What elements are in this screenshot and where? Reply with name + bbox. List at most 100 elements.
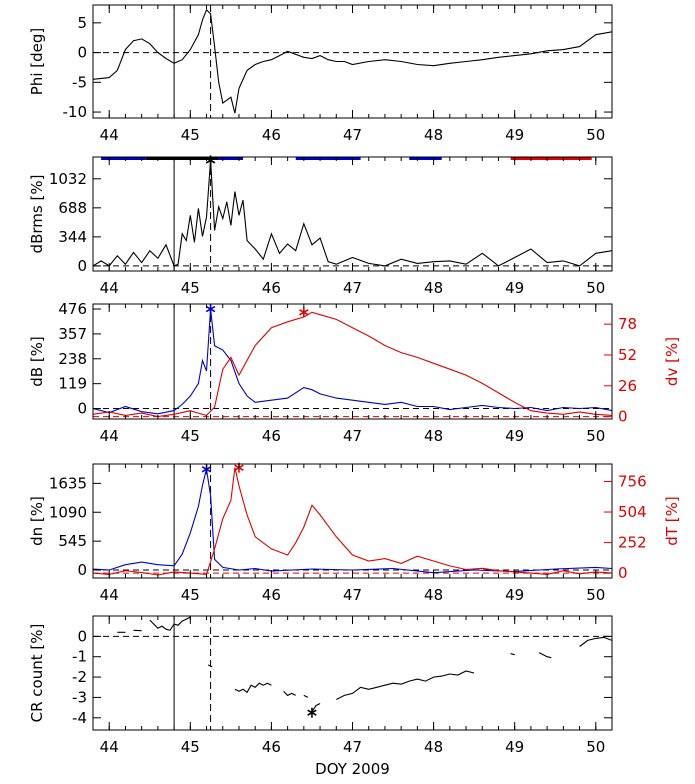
y-tick-label: 119: [58, 375, 87, 393]
y-tick-label: -2: [72, 668, 87, 686]
panel-5: 44 45 46 47 48 49 50 -4 -3 -2 -1 0 CR count [%] DOY 2…: [28, 615, 613, 778]
x-tick-label: 48: [424, 279, 443, 297]
interval-band: [510, 157, 592, 160]
star-stroke: [205, 305, 216, 313]
x-tick-label: 49: [505, 427, 524, 445]
y2-tick-label: 26: [618, 377, 637, 395]
x-tick-label: 45: [181, 279, 200, 297]
y2-tick-label: 0: [618, 564, 628, 582]
plot-frame: [92, 303, 613, 420]
y-tick-label: 0: [77, 561, 87, 579]
y-tick-label: -10: [63, 103, 88, 121]
plot-area: [93, 5, 612, 118]
y-axis-label: CR count [%]: [28, 624, 46, 723]
x-tick-label: 46: [262, 738, 281, 756]
y-tick-label: 5: [77, 14, 87, 32]
plot-frame: [92, 615, 613, 731]
y-tick-label: -5: [72, 73, 87, 91]
y-tick-label: 0: [77, 400, 87, 418]
x-tick-label: 48: [424, 126, 443, 144]
x-tick-label: 49: [505, 279, 524, 297]
x-tick-label: 47: [343, 586, 362, 604]
y-axis-label: dB [%]: [28, 336, 46, 387]
x-tick-label: 50: [586, 427, 605, 445]
x-tick-label: 44: [100, 586, 119, 604]
interval-band: [409, 157, 442, 160]
x-tick-label: 46: [262, 126, 281, 144]
y-tick-label: 0: [77, 44, 87, 62]
series-segment-5: [234, 682, 272, 694]
x-tick-label: 48: [424, 427, 443, 445]
interval-band: [145, 157, 219, 160]
x-axis-label: DOY 2009: [315, 760, 390, 778]
x-tick-label: 48: [424, 738, 443, 756]
x-tick-label: 48: [424, 586, 443, 604]
x-tick-label: 49: [505, 586, 524, 604]
series-segment-3: [149, 616, 191, 631]
x-tick-label: 46: [262, 427, 281, 445]
x-tick-label: 44: [100, 738, 119, 756]
x-tick-label: 50: [586, 586, 605, 604]
y2-tick-label: 52: [618, 346, 637, 364]
panel-3: 44 45 46 47 48 49 50 0 119 238 357 476 0 26 52 78 dB [%]…: [28, 300, 681, 445]
interval-band: [218, 157, 244, 160]
plot-area: [93, 616, 612, 730]
plot-area: [93, 157, 612, 271]
peak-marker: [307, 707, 317, 718]
x-tick-label: 45: [181, 126, 200, 144]
star-stroke: [307, 709, 317, 716]
series-line-1: [93, 8, 612, 114]
series-segment-7: [303, 694, 309, 698]
y-axis-label: Phi [deg]: [28, 28, 46, 95]
x-tick-label: 47: [343, 279, 362, 297]
y2-tick-label: 252: [618, 534, 647, 552]
plot-frame: [92, 463, 613, 579]
series-segment-6: [283, 690, 296, 697]
y-tick-label: 476: [58, 300, 87, 318]
plot-area: [93, 464, 612, 578]
x-tick-label: 46: [262, 586, 281, 604]
series-line-1: [93, 160, 612, 267]
series-segment-8: [311, 703, 321, 713]
panel-1: 44 45 46 47 48 49 50 -10 -5 0 5 Phi [deg]: [28, 4, 613, 144]
y-tick-label: 688: [58, 199, 87, 217]
x-tick-label: 45: [181, 427, 200, 445]
panel-4: 44 45 46 47 48 49 50 0 545 1090 1635 0 252 504 756 dn […: [28, 462, 681, 604]
x-tick-label: 46: [262, 279, 281, 297]
star-stroke: [299, 309, 309, 316]
series-segment-9: [336, 670, 475, 700]
plot-area: [93, 304, 612, 419]
series-line-2: [93, 311, 612, 418]
y-tick-label: -4: [72, 709, 87, 727]
x-tick-label: 50: [586, 738, 605, 756]
y-tick-label: 1032: [49, 170, 87, 188]
y2-axis-label: dT [%]: [663, 496, 681, 545]
y-tick-label: 1090: [49, 503, 87, 521]
series-segment-11: [538, 652, 552, 659]
interval-band: [101, 157, 146, 160]
x-tick-label: 44: [100, 126, 119, 144]
x-tick-label: 47: [343, 126, 362, 144]
peak-marker-1: [205, 304, 216, 315]
y-axis-label: dn [%]: [28, 496, 46, 546]
series-line-2: [93, 467, 612, 576]
interval-band: [295, 157, 361, 160]
y-tick-label: 0: [77, 257, 87, 275]
y2-tick-label: 0: [618, 408, 628, 426]
y-tick-label: 0: [77, 627, 87, 645]
y2-axis-label: dv [%]: [663, 337, 681, 386]
y-axis-label: dBrms [%]: [28, 175, 46, 254]
y-tick-label: 357: [58, 325, 87, 343]
x-tick-label: 47: [343, 738, 362, 756]
x-tick-label: 50: [586, 126, 605, 144]
y2-tick-label: 78: [618, 315, 637, 333]
y-tick-label: 1635: [49, 474, 87, 492]
x-tick-label: 49: [505, 738, 524, 756]
series-segment-12: [579, 636, 612, 647]
plot-frame: [92, 156, 613, 272]
series-line-1: [93, 308, 612, 415]
y-tick-label: 344: [58, 228, 87, 246]
x-tick-label: 44: [100, 427, 119, 445]
